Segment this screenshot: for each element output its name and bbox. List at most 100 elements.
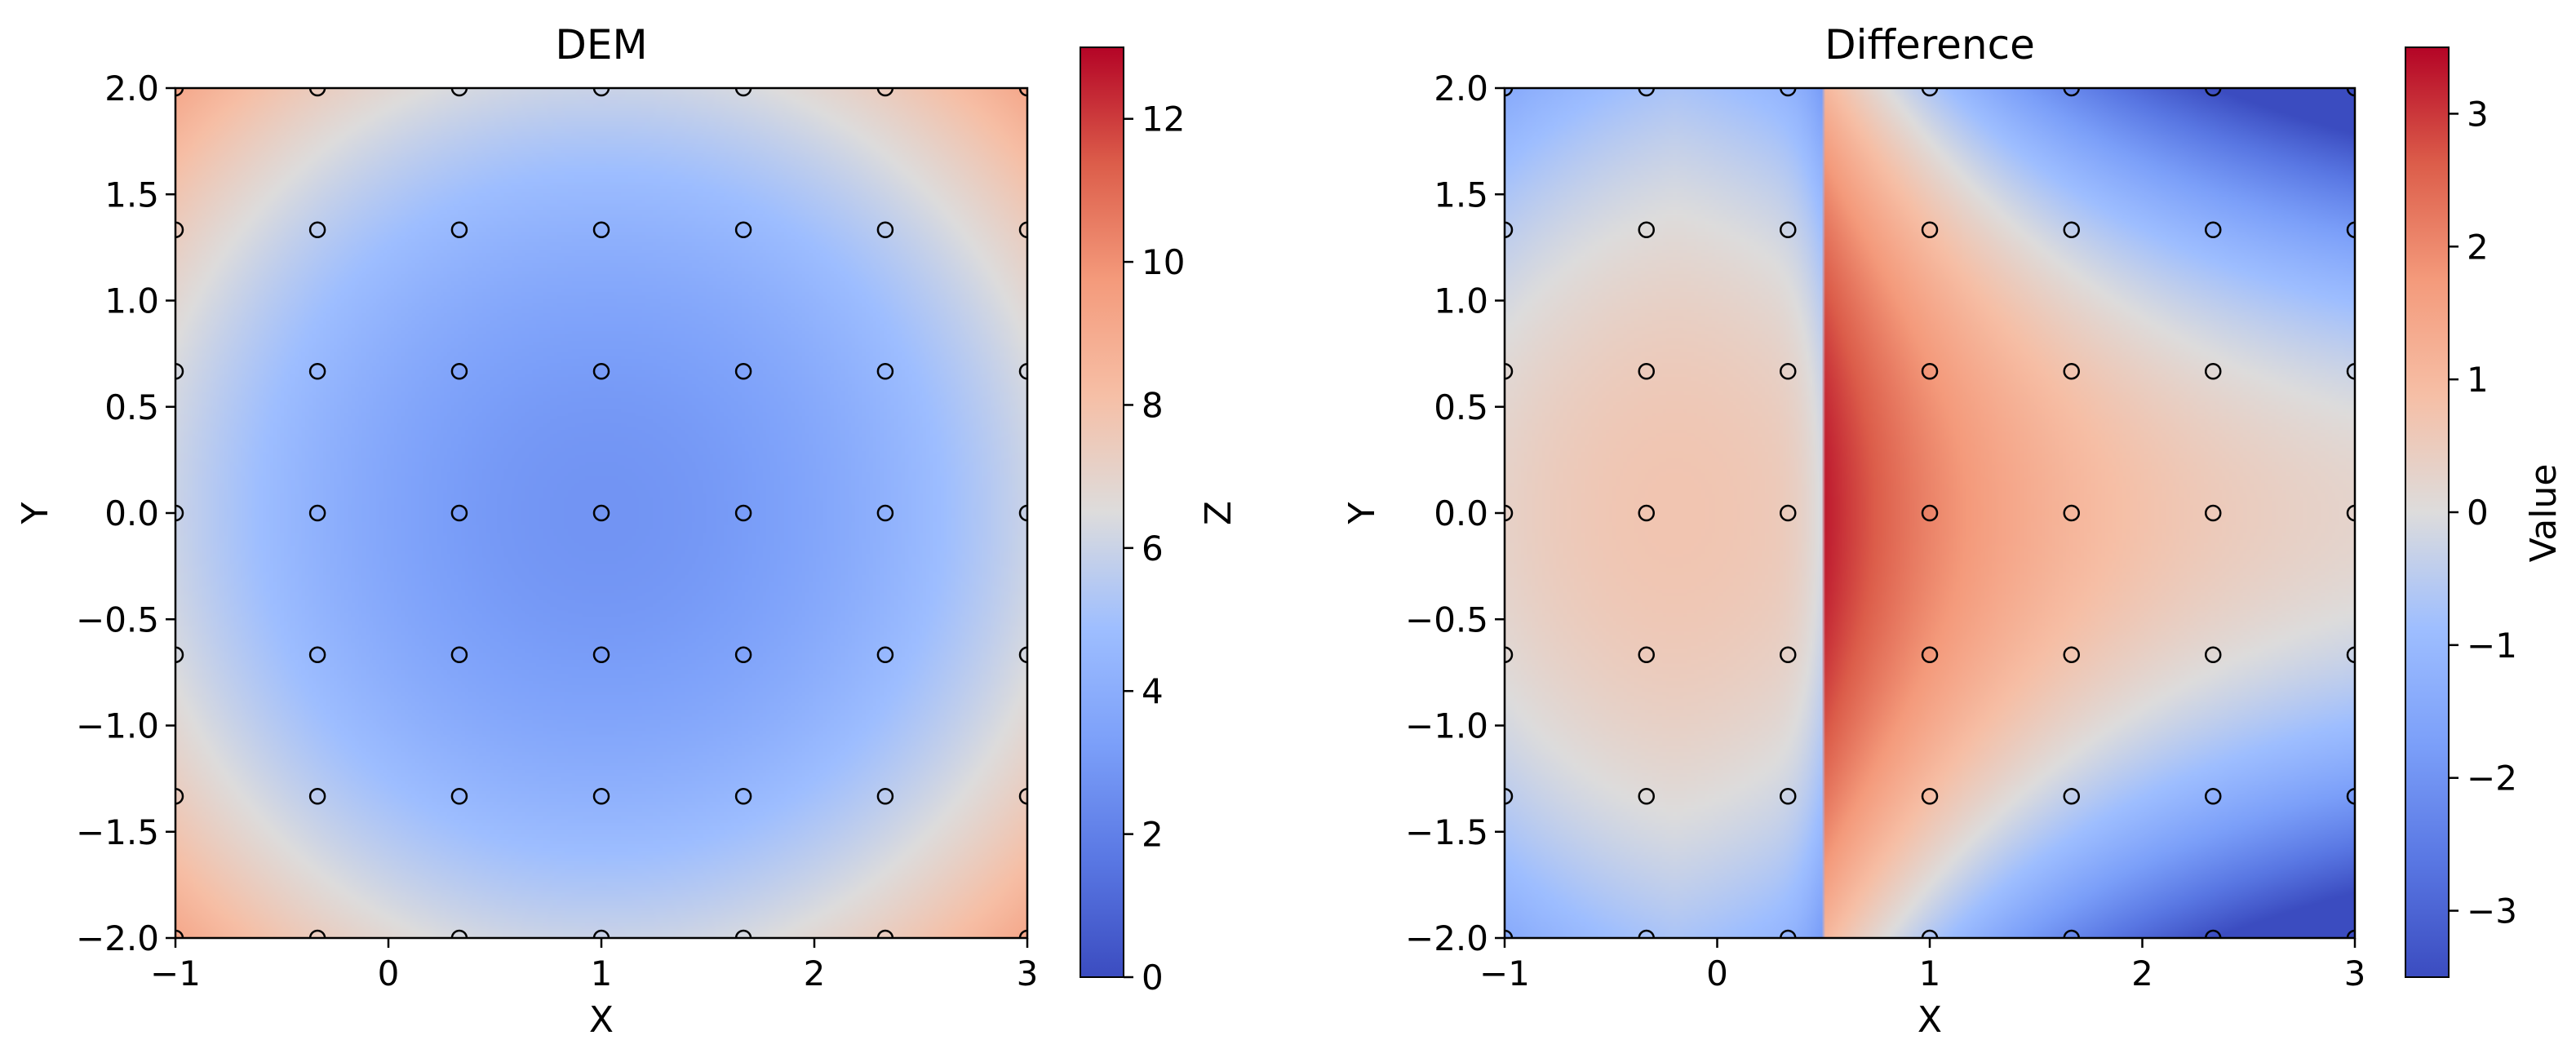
difference-sample-point [2204,362,2222,380]
dem-sample-point [876,787,894,805]
dem-colorbar-tick-label: 4 [1142,671,1164,711]
dem-colorbar-tick-label: 6 [1142,529,1164,569]
difference-sample-point [1921,787,1939,805]
dem-sample-point [734,929,752,938]
dem-sample-point [175,221,184,239]
difference-y-tick-label: 0.5 [1434,387,1488,427]
difference-colorbar-tick-label: 3 [2467,94,2489,134]
difference-title: Difference [1824,21,2035,69]
dem-y-tick-label: 1.0 [104,281,159,321]
difference-panel: Difference −1 0 1 2 3 2.0 1.5 1.0 0.5 0.0 −0.5 −1.… [1341,21,2565,1041]
difference-colorbar-tick-label: −3 [2467,892,2517,931]
difference-sample-point [1779,221,1797,239]
dem-y-tick-label: 0.0 [104,493,159,533]
difference-sample-point [2346,646,2355,664]
dem-sample-point [308,504,326,522]
difference-sample-point [2063,362,2081,380]
difference-colorbar [2405,46,2450,978]
difference-sample-point [2204,88,2222,97]
difference-sample-point [1638,504,1656,522]
dem-sample-point [1018,221,1027,239]
dem-sample-point [1018,646,1027,664]
dem-colorbar-tick-label: 12 [1142,100,1185,139]
difference-sample-point [1638,88,1656,97]
dem-sample-point [308,787,326,805]
difference-x-axis-label: X [1918,999,1942,1041]
dem-sample-point [592,88,610,97]
difference-sample-point [2204,787,2222,805]
dem-sample-point [734,646,752,664]
dem-colorbar-ticks: 0 2 4 6 8 10 12 [1124,100,1185,998]
dem-x-tick-label: 2 [804,953,826,993]
difference-sample-point [1779,646,1797,664]
difference-colorbar-tick-label: 2 [2467,227,2489,267]
difference-sample-point [1921,504,1939,522]
difference-colorbar-ticks: 3 2 1 0 −1 −2 −3 [2449,94,2517,931]
dem-colorbar [1080,46,1124,978]
difference-sample-point [1638,787,1656,805]
difference-sample-point [1921,221,1939,239]
difference-y-tick-label: 1.0 [1434,281,1488,321]
dem-x-axis: −1 0 1 2 3 [150,938,1038,993]
difference-sample-point [2063,504,2081,522]
dem-y-tick-label: −0.5 [76,600,159,639]
difference-sample-point [1779,929,1797,938]
dem-sample-point [175,787,184,805]
difference-sample-point [1921,88,1939,97]
difference-sample-point [1638,221,1656,239]
dem-sample-point [450,504,468,522]
dem-y-tick-label: −1.5 [76,812,159,852]
difference-sample-point [2346,787,2355,805]
dem-sample-point [876,646,894,664]
dem-x-tick-label: 1 [591,953,613,993]
difference-x-tick-label: 0 [1706,953,1728,993]
difference-sample-point [1638,646,1656,664]
dem-sample-point [876,362,894,380]
difference-sample-point [2346,221,2355,239]
difference-colorbar-tick-label: 1 [2467,360,2489,400]
difference-sample-point [2063,787,2081,805]
dem-sample-point [876,929,894,938]
dem-sample-point [450,646,468,664]
difference-sample-point [1505,362,1514,380]
difference-sample-point [2063,929,2081,938]
difference-sample-point [1921,646,1939,664]
dem-sample-point [734,88,752,97]
dem-sample-point [734,221,752,239]
dem-sample-point [734,362,752,380]
difference-sample-point [1779,504,1797,522]
difference-y-tick-label: −2.0 [1405,918,1488,958]
difference-sample-point [1505,504,1514,522]
difference-colorbar-tick-label: −2 [2467,759,2517,799]
dem-sample-point [308,646,326,664]
difference-sample-points [1505,88,2355,938]
dem-sample-point [450,221,468,239]
difference-sample-point [2204,221,2222,239]
dem-colorbar-tick-label: 8 [1142,385,1164,425]
difference-sample-point [2063,88,2081,97]
dem-sample-point [592,504,610,522]
dem-sample-point [308,88,326,97]
difference-x-tick-label: −1 [1479,953,1530,993]
dem-sample-point [450,787,468,805]
dem-sample-point [876,88,894,97]
difference-colorbar-label: Value [2523,464,2565,563]
dem-sample-points [175,88,1027,938]
difference-sample-point [2346,362,2355,380]
dem-y-tick-label: 2.0 [104,69,159,108]
dem-heatmap [175,88,1027,938]
difference-y-axis: 2.0 1.5 1.0 0.5 0.0 −0.5 −1.0 −1.5 −2.0 [1405,69,1505,958]
difference-sample-point [1779,362,1797,380]
dem-sample-point [175,362,184,380]
dem-sample-point [450,929,468,938]
difference-sample-point [1638,929,1656,938]
dem-y-axis: 2.0 1.5 1.0 0.5 0.0 −0.5 −1.0 −1.5 −2.0 [76,69,175,958]
dem-sample-point [175,504,184,522]
dem-sample-point [450,362,468,380]
dem-x-axis-label: X [589,999,614,1041]
dem-sample-point [308,362,326,380]
dem-sample-point [592,221,610,239]
dem-sample-point [592,929,610,938]
dem-sample-point [308,221,326,239]
